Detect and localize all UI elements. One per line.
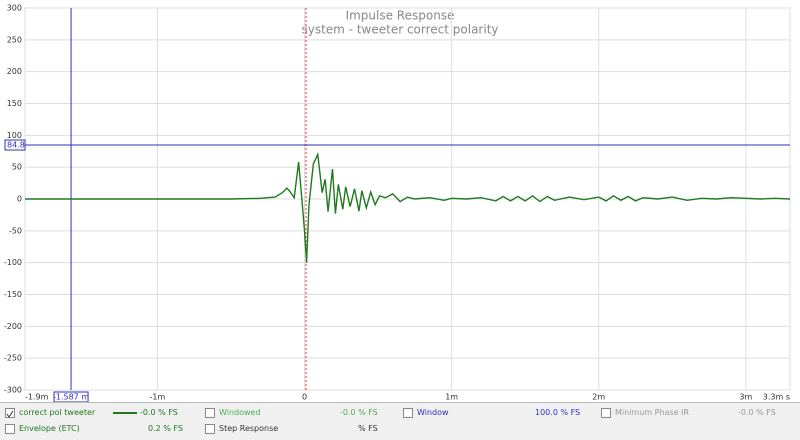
x-tick-label: -1m	[150, 393, 166, 402]
y-tick-label: 50	[12, 163, 22, 172]
legend-swatch	[113, 412, 137, 414]
y-tick-label: 250	[7, 35, 22, 44]
y-tick-label: -250	[4, 354, 22, 363]
x-tick-label: 3.3m s	[763, 393, 790, 402]
checkbox[interactable]	[403, 408, 413, 418]
trace-item[interactable]: correct pol tweeter -0.0 % FS	[5, 406, 195, 420]
trace-label: Step Response	[219, 424, 279, 433]
y-tick-label: 300	[7, 4, 22, 13]
checkbox[interactable]	[601, 408, 611, 418]
chart: Impulse Response system - tweeter correc…	[4, 4, 791, 402]
trace-value: 100.0 % FS	[535, 408, 581, 417]
x-tick-label: 2m	[592, 393, 605, 402]
x-tick-label: -1.9m	[25, 393, 49, 402]
y-tick-label: -100	[4, 258, 22, 267]
cursor-y-label: 84.8	[7, 141, 25, 150]
checkbox[interactable]	[205, 424, 215, 434]
trace-item[interactable]: Envelope (ETC) 0.2 % FS	[5, 422, 195, 436]
series-line	[25, 151, 791, 263]
trace-item[interactable]: Window 100.0 % FS	[403, 406, 593, 420]
trace-value: -0.0 % FS	[340, 408, 378, 417]
y-tick-label: 100	[7, 131, 22, 140]
chart-title: Impulse Response	[346, 9, 455, 23]
trace-label: Window	[417, 408, 449, 417]
trace-label: Minimum Phase IR	[615, 408, 689, 417]
cursor-x-label: -1.587 m	[53, 393, 89, 402]
trace-value: -0.0 % FS	[738, 408, 776, 417]
checkbox[interactable]	[5, 424, 15, 434]
y-tick-label: 200	[7, 67, 22, 76]
trace-item[interactable]: Windowed -0.0 % FS	[205, 406, 395, 420]
trace-label: Envelope (ETC)	[19, 424, 80, 433]
y-tick-label: 150	[7, 99, 22, 108]
trace-label: correct pol tweeter	[19, 408, 96, 417]
checkbox[interactable]	[5, 408, 15, 418]
y-tick-label: -50	[9, 226, 22, 235]
x-tick-label: 0	[302, 393, 307, 402]
chart-subtitle: system - tweeter correct polarity	[301, 23, 498, 37]
trace-value: 0.2 % FS	[148, 424, 183, 433]
trace-value: % FS	[358, 424, 378, 433]
trace-item[interactable]: Minimum Phase IR -0.0 % FS	[601, 406, 791, 420]
y-tick-label: 0	[17, 195, 22, 204]
trace-label: Windowed	[219, 408, 261, 417]
x-tick-label: 3m	[739, 393, 752, 402]
y-tick-label: -150	[4, 290, 22, 299]
cursor-y-box	[4, 139, 26, 151]
y-tick-label: -200	[4, 322, 22, 331]
trace-value: -0.0 % FS	[140, 408, 178, 417]
check	[6, 410, 14, 418]
x-tick-label: 1m	[445, 393, 458, 402]
y-tick-label: -300	[4, 386, 22, 395]
trace-panel: correct pol tweeter -0.0 % FS Windowed -0.0…	[0, 402, 800, 440]
cursor-x-box	[53, 391, 89, 402]
trace-item[interactable]: Step Response % FS	[205, 422, 395, 436]
checkbox[interactable]	[205, 408, 215, 418]
